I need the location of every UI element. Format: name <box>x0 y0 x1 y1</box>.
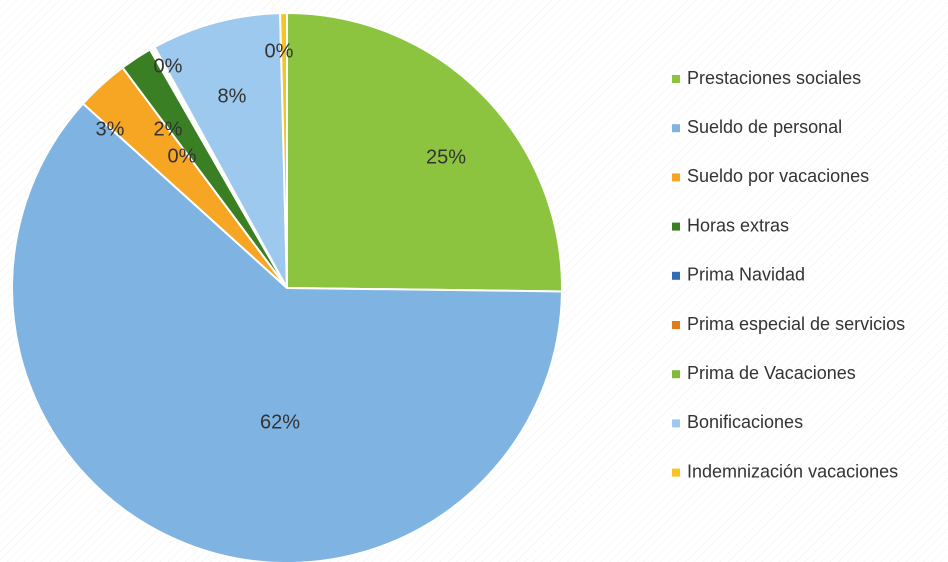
data-label: 0% <box>154 55 183 77</box>
legend-marker <box>672 370 680 379</box>
pie-slice <box>153 12 288 289</box>
legend-label: Prima de Vacaciones <box>687 363 856 383</box>
legend-marker <box>672 75 680 83</box>
legend-label: Prestaciones sociales <box>687 68 861 88</box>
data-label: 25% <box>426 146 466 168</box>
legend-label: Prima especial de servicios <box>687 314 905 334</box>
data-label: 62% <box>260 411 300 433</box>
pie <box>11 11 563 562</box>
data-label: 3% <box>96 118 125 140</box>
legend-marker <box>672 173 680 182</box>
legend-marker <box>672 321 680 329</box>
legend-label: Indemnización vacaciones <box>687 461 898 481</box>
data-label: 8% <box>218 85 247 107</box>
legend-marker <box>672 419 680 428</box>
legend-marker <box>672 468 680 477</box>
pie-slice <box>286 11 563 293</box>
legend-label: Horas extras <box>687 215 789 235</box>
data-label: 0% <box>265 40 294 62</box>
data-label: 0% <box>168 145 197 167</box>
legend-label: Prima Navidad <box>687 265 805 285</box>
legend-marker <box>672 124 680 133</box>
pie-slice <box>279 11 288 289</box>
legend-marker <box>672 222 680 231</box>
data-labels: 25% 62% 3% 2% 0% 0% 8% 0% <box>96 40 467 433</box>
pie-slice <box>11 102 563 562</box>
legend-label: Sueldo de personal <box>687 117 842 137</box>
legend-marker <box>672 271 680 280</box>
legend-label: Sueldo por vacaciones <box>687 166 869 186</box>
legend-label: Bonificaciones <box>687 412 803 432</box>
data-label: 2% <box>154 118 183 140</box>
legend: Prestaciones sociales Sueldo de personal S… <box>672 68 905 481</box>
